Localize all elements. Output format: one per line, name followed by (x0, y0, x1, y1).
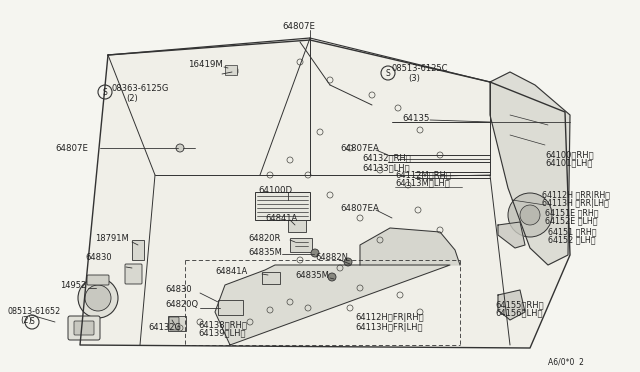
Circle shape (176, 144, 184, 152)
FancyBboxPatch shape (132, 240, 144, 260)
Text: 64151 〈RH〉: 64151 〈RH〉 (548, 228, 596, 237)
Circle shape (520, 205, 540, 225)
Text: 64151E 〈RH〉: 64151E 〈RH〉 (545, 208, 598, 218)
Text: 64113M〈LH〉: 64113M〈LH〉 (395, 179, 450, 187)
Text: 64101〈LH〉: 64101〈LH〉 (545, 158, 593, 167)
Text: A6/0*0  2: A6/0*0 2 (548, 357, 584, 366)
Text: 64133〈LH〉: 64133〈LH〉 (362, 164, 410, 173)
Circle shape (78, 278, 118, 318)
Text: 64820Q: 64820Q (165, 301, 198, 310)
Text: 64807E: 64807E (55, 144, 88, 153)
Text: 64112M〈RH〉: 64112M〈RH〉 (395, 170, 451, 180)
Text: 64807EA: 64807EA (340, 203, 379, 212)
Circle shape (508, 193, 552, 237)
Text: 64132G: 64132G (148, 324, 181, 333)
Text: 64156〈LH〉: 64156〈LH〉 (495, 308, 543, 317)
Circle shape (232, 69, 238, 75)
Text: 64138〈RH〉: 64138〈RH〉 (198, 321, 247, 330)
Text: 64132〈RH〉: 64132〈RH〉 (362, 154, 411, 163)
FancyBboxPatch shape (255, 192, 310, 220)
Polygon shape (360, 228, 460, 265)
Text: S: S (102, 87, 108, 96)
Text: 64820R: 64820R (248, 234, 280, 243)
Text: 64139〈LH〉: 64139〈LH〉 (198, 328, 246, 337)
FancyBboxPatch shape (169, 317, 179, 330)
Text: 64100〈RH〉: 64100〈RH〉 (545, 151, 594, 160)
Circle shape (311, 249, 319, 257)
Text: 64113H 〈RR|LH〉: 64113H 〈RR|LH〉 (542, 199, 609, 208)
FancyBboxPatch shape (290, 238, 312, 252)
Polygon shape (80, 40, 570, 348)
FancyBboxPatch shape (225, 65, 237, 75)
FancyBboxPatch shape (74, 321, 94, 335)
Text: 64152 〈LH〉: 64152 〈LH〉 (548, 235, 595, 244)
Circle shape (344, 258, 352, 266)
Text: 64830: 64830 (165, 285, 191, 295)
Text: 64112H〈FR|RH〉: 64112H〈FR|RH〉 (355, 314, 424, 323)
FancyBboxPatch shape (218, 300, 243, 315)
Text: 64152E 〈LH〉: 64152E 〈LH〉 (545, 217, 598, 225)
FancyBboxPatch shape (262, 272, 280, 284)
Text: 08513-6125C: 08513-6125C (392, 64, 449, 73)
Text: 08513-61652: 08513-61652 (8, 308, 61, 317)
Text: 64113H〈FR|LH〉: 64113H〈FR|LH〉 (355, 323, 422, 331)
Polygon shape (215, 265, 450, 345)
Text: 64100D: 64100D (258, 186, 292, 195)
Text: 16419M: 16419M (188, 60, 223, 68)
Text: 64882N: 64882N (315, 253, 348, 263)
Polygon shape (498, 290, 525, 320)
FancyBboxPatch shape (87, 275, 109, 285)
Text: 64841A: 64841A (215, 267, 247, 276)
Text: 64835M: 64835M (248, 247, 282, 257)
Polygon shape (498, 222, 525, 248)
Text: 18791M: 18791M (95, 234, 129, 243)
Text: 64112H 〈RR|RH〉: 64112H 〈RR|RH〉 (542, 190, 610, 199)
Text: S: S (29, 317, 35, 327)
Text: 64807E: 64807E (282, 22, 315, 31)
Text: 64807EA: 64807EA (340, 144, 379, 153)
Text: (2): (2) (126, 93, 138, 103)
Polygon shape (490, 72, 570, 265)
Text: 64830: 64830 (85, 253, 111, 263)
FancyBboxPatch shape (125, 264, 142, 284)
Text: (3): (3) (408, 74, 420, 83)
Text: (2): (2) (20, 317, 32, 326)
FancyBboxPatch shape (68, 316, 100, 340)
Text: 14952: 14952 (60, 280, 86, 289)
Text: 64835M: 64835M (295, 272, 329, 280)
FancyBboxPatch shape (168, 316, 186, 331)
Text: 64841A: 64841A (265, 214, 297, 222)
Text: S: S (386, 68, 390, 77)
Circle shape (328, 273, 336, 281)
Text: 08363-6125G: 08363-6125G (112, 83, 170, 93)
Circle shape (85, 285, 111, 311)
Text: 64155〈RH〉: 64155〈RH〉 (495, 301, 543, 310)
Text: 64135: 64135 (402, 113, 429, 122)
FancyBboxPatch shape (288, 220, 306, 232)
